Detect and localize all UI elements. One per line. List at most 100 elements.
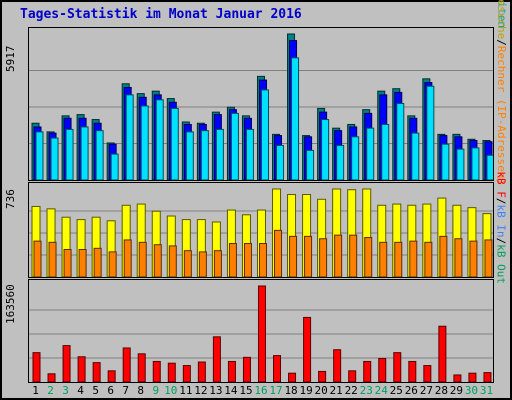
visits-bar-rechner-ip-adressen--day-6 bbox=[108, 251, 117, 277]
traffic-bar-kb-f-day-23 bbox=[363, 360, 372, 382]
requests-bar-seiten-day-22 bbox=[351, 136, 360, 180]
requests-bar-seiten-day-10 bbox=[170, 107, 179, 180]
requests-bar-seiten-day-29 bbox=[456, 148, 465, 180]
traffic-bar-kb-f-day-12 bbox=[197, 361, 206, 382]
x-tick-label: 16 bbox=[254, 384, 268, 397]
requests-bar-seiten-day-15 bbox=[245, 128, 254, 180]
visits-bar-rechner-ip-adressen--day-18 bbox=[289, 235, 298, 277]
legend-entry: kB In bbox=[495, 204, 508, 238]
visits-bar-rechner-ip-adressen--day-27 bbox=[424, 241, 433, 277]
traffic-bar-kb-f-day-16 bbox=[257, 285, 266, 382]
traffic-bar-kb-f-day-27 bbox=[423, 365, 432, 382]
requests-bar-seiten-day-3 bbox=[65, 128, 74, 180]
traffic-bar-kb-f-day-5 bbox=[92, 362, 101, 382]
x-tick-label: 5 bbox=[92, 384, 99, 397]
visits-bar-rechner-ip-adressen--day-15 bbox=[243, 243, 252, 277]
x-tick-label: 12 bbox=[194, 384, 208, 397]
ymax-top: 5917 bbox=[4, 45, 17, 73]
requests-bar-seiten-day-23 bbox=[366, 127, 375, 180]
requests-bars bbox=[29, 33, 493, 180]
visits-bar-rechner-ip-adressen--day-19 bbox=[304, 235, 313, 277]
visits-bar-rechner-ip-adressen--day-22 bbox=[349, 234, 358, 277]
visits-bar-besuche-day-20 bbox=[317, 198, 327, 277]
traffic-bar-kb-f-day-30 bbox=[468, 372, 477, 382]
legend-middle: Besuche/Rechner (IP-Adressen) bbox=[495, 0, 508, 185]
requests-bar-seiten-day-20 bbox=[321, 119, 330, 180]
visits-bar-rechner-ip-adressen--day-7 bbox=[123, 239, 132, 277]
visits-bar-rechner-ip-adressen--day-31 bbox=[484, 239, 493, 277]
traffic-bar-kb-f-day-1 bbox=[32, 352, 41, 382]
visits-bar-rechner-ip-adressen--day-11 bbox=[183, 250, 192, 277]
requests-bar-seiten-day-31 bbox=[486, 154, 493, 180]
x-tick-label: 15 bbox=[239, 384, 253, 397]
x-tick-label: 30 bbox=[464, 384, 479, 397]
x-tick-label: 14 bbox=[224, 384, 238, 397]
traffic-bar-kb-f-day-24 bbox=[378, 358, 387, 382]
visits-bar-besuche-day-13 bbox=[211, 221, 221, 277]
visits-bar-rechner-ip-adressen--day-2 bbox=[48, 241, 57, 277]
ymax-bottom: 163560 bbox=[4, 284, 17, 324]
requests-bar-seiten-day-28 bbox=[441, 143, 450, 180]
x-tick-label: 19 bbox=[299, 384, 313, 397]
x-tick-label: 18 bbox=[284, 384, 298, 397]
panel-requests bbox=[28, 27, 494, 181]
visits-bar-rechner-ip-adressen--day-20 bbox=[319, 238, 328, 277]
visits-bar-rechner-ip-adressen--day-14 bbox=[228, 243, 237, 277]
visits-bar-besuche-day-23 bbox=[362, 188, 372, 277]
visits-bar-rechner-ip-adressen--day-13 bbox=[213, 250, 222, 277]
requests-bar-seiten-day-24 bbox=[381, 123, 390, 180]
requests-bar-seiten-day-1 bbox=[35, 131, 44, 180]
visits-bar-rechner-ip-adressen--day-16 bbox=[258, 243, 267, 277]
traffic-bar-kb-f-day-11 bbox=[182, 365, 191, 382]
x-tick-label: 8 bbox=[137, 384, 145, 397]
visits-bar-rechner-ip-adressen--day-12 bbox=[198, 251, 207, 277]
x-tick-label: 25 bbox=[389, 384, 403, 397]
requests-bar-seiten-day-2 bbox=[50, 137, 59, 180]
requests-bar-seiten-day-9 bbox=[155, 99, 164, 180]
visits-bar-besuche-day-19 bbox=[302, 194, 312, 277]
traffic-bar-kb-f-day-14 bbox=[227, 360, 236, 382]
x-tick-label: 4 bbox=[77, 384, 84, 397]
requests-bar-seiten-day-5 bbox=[95, 130, 104, 180]
traffic-bar-kb-f-day-17 bbox=[273, 355, 282, 382]
requests-bar-seiten-day-4 bbox=[80, 126, 89, 180]
x-tick-label: 27 bbox=[419, 384, 433, 397]
requests-bar-seiten-day-6 bbox=[110, 153, 119, 180]
x-tick-label: 26 bbox=[404, 384, 418, 397]
visits-bar-besuche-day-11 bbox=[181, 219, 191, 277]
x-tick-label: 10 bbox=[164, 384, 178, 397]
visits-bar-rechner-ip-adressen--day-3 bbox=[63, 249, 72, 277]
visits-bar-besuche-day-21 bbox=[332, 188, 342, 277]
traffic-bar-kb-f-day-8 bbox=[137, 353, 146, 382]
traffic-bar-kb-f-day-21 bbox=[333, 349, 342, 382]
requests-bar-seiten-day-21 bbox=[336, 144, 345, 180]
visits-bar-besuche-day-5 bbox=[91, 216, 101, 277]
requests-bar-seiten-day-13 bbox=[215, 128, 224, 180]
requests-bar-seiten-day-11 bbox=[185, 131, 194, 180]
requests-bar-seiten-day-19 bbox=[306, 149, 315, 180]
visits-bar-rechner-ip-adressen--day-29 bbox=[454, 238, 463, 277]
x-tick-label: 17 bbox=[269, 384, 283, 397]
visits-bar-besuche-day-8 bbox=[136, 203, 146, 277]
requests-bar-seiten-day-18 bbox=[291, 57, 300, 180]
traffic-bar-kb-f-day-19 bbox=[303, 316, 312, 382]
visits-bar-besuche-day-3 bbox=[61, 216, 71, 277]
traffic-bar-kb-f-day-4 bbox=[77, 356, 86, 382]
requests-bar-seiten-day-30 bbox=[471, 147, 480, 180]
requests-bar-seiten-day-14 bbox=[230, 112, 239, 180]
traffic-bar-kb-f-day-13 bbox=[212, 336, 221, 382]
traffic-bar-kb-f-day-29 bbox=[453, 374, 462, 382]
x-tick-label: 3 bbox=[62, 384, 69, 397]
visits-bars bbox=[29, 188, 493, 277]
x-tick-label: 29 bbox=[449, 384, 464, 397]
visits-bar-besuche-day-18 bbox=[287, 194, 297, 277]
visits-bar-rechner-ip-adressen--day-5 bbox=[93, 247, 102, 277]
requests-bar-seiten-day-8 bbox=[140, 105, 149, 180]
traffic-bar-kb-f-day-18 bbox=[288, 372, 297, 382]
traffic-bar-kb-f-day-22 bbox=[348, 370, 357, 382]
legend-entry: kB Out bbox=[495, 244, 508, 284]
traffic-bar-kb-f-day-26 bbox=[408, 360, 417, 382]
panel-traffic bbox=[28, 279, 494, 383]
x-axis-labels: 1 2 3 4 5 6 7 8 9 10 11 12 13 14 15 16 17 18 19 20 21 22 23 24 2… bbox=[28, 384, 494, 398]
